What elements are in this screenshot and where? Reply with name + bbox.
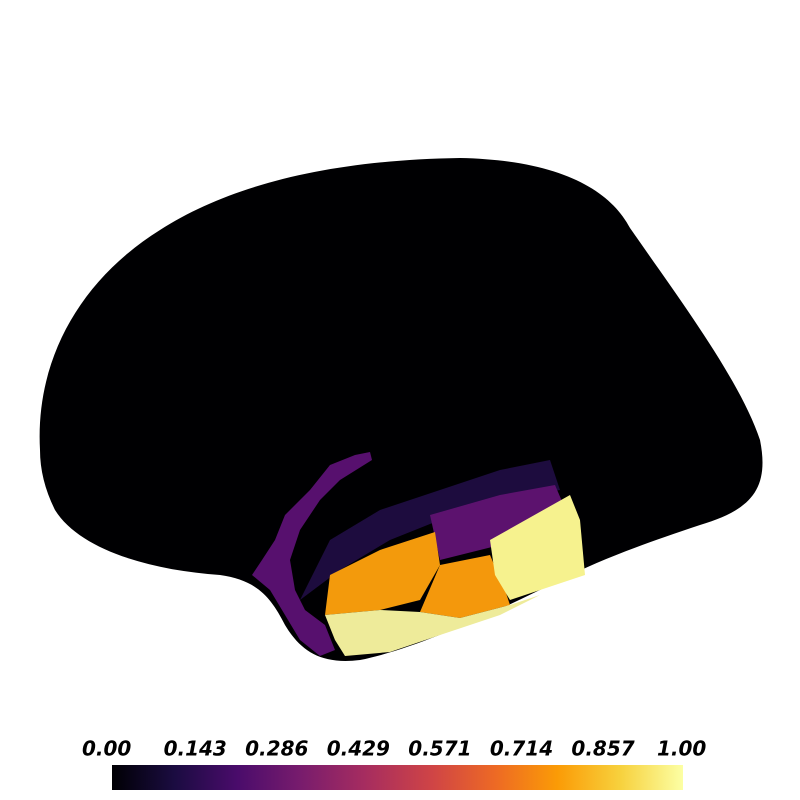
colorbar-tick-label: 0.286 [245,737,308,761]
colorbar-tick-label: 0.00 [82,737,131,761]
colorbar-tick-label: 1.00 [657,737,706,761]
region-yellow-bottom [325,595,540,656]
region-yellow-right [490,495,585,600]
region-orange-left [325,532,440,615]
colorbar-ticks: 0.00 0.143 0.286 0.429 0.571 0.714 0.857 1.00 [82,737,706,761]
colorbar-tick-label: 0.143 [164,737,227,761]
region-dark-band [300,460,560,600]
colorbar-tick-label: 0.857 [571,737,634,761]
region-orange-right [420,555,510,618]
colorbar-tick-label: 0.571 [408,737,471,761]
colorbar-tick-label: 0.714 [490,737,553,761]
colorbar [112,765,683,790]
brain-surface [39,158,763,661]
colorbar-tick-label: 0.429 [327,737,390,761]
region-purple-strip [252,452,372,656]
region-purple-mid [430,485,570,560]
